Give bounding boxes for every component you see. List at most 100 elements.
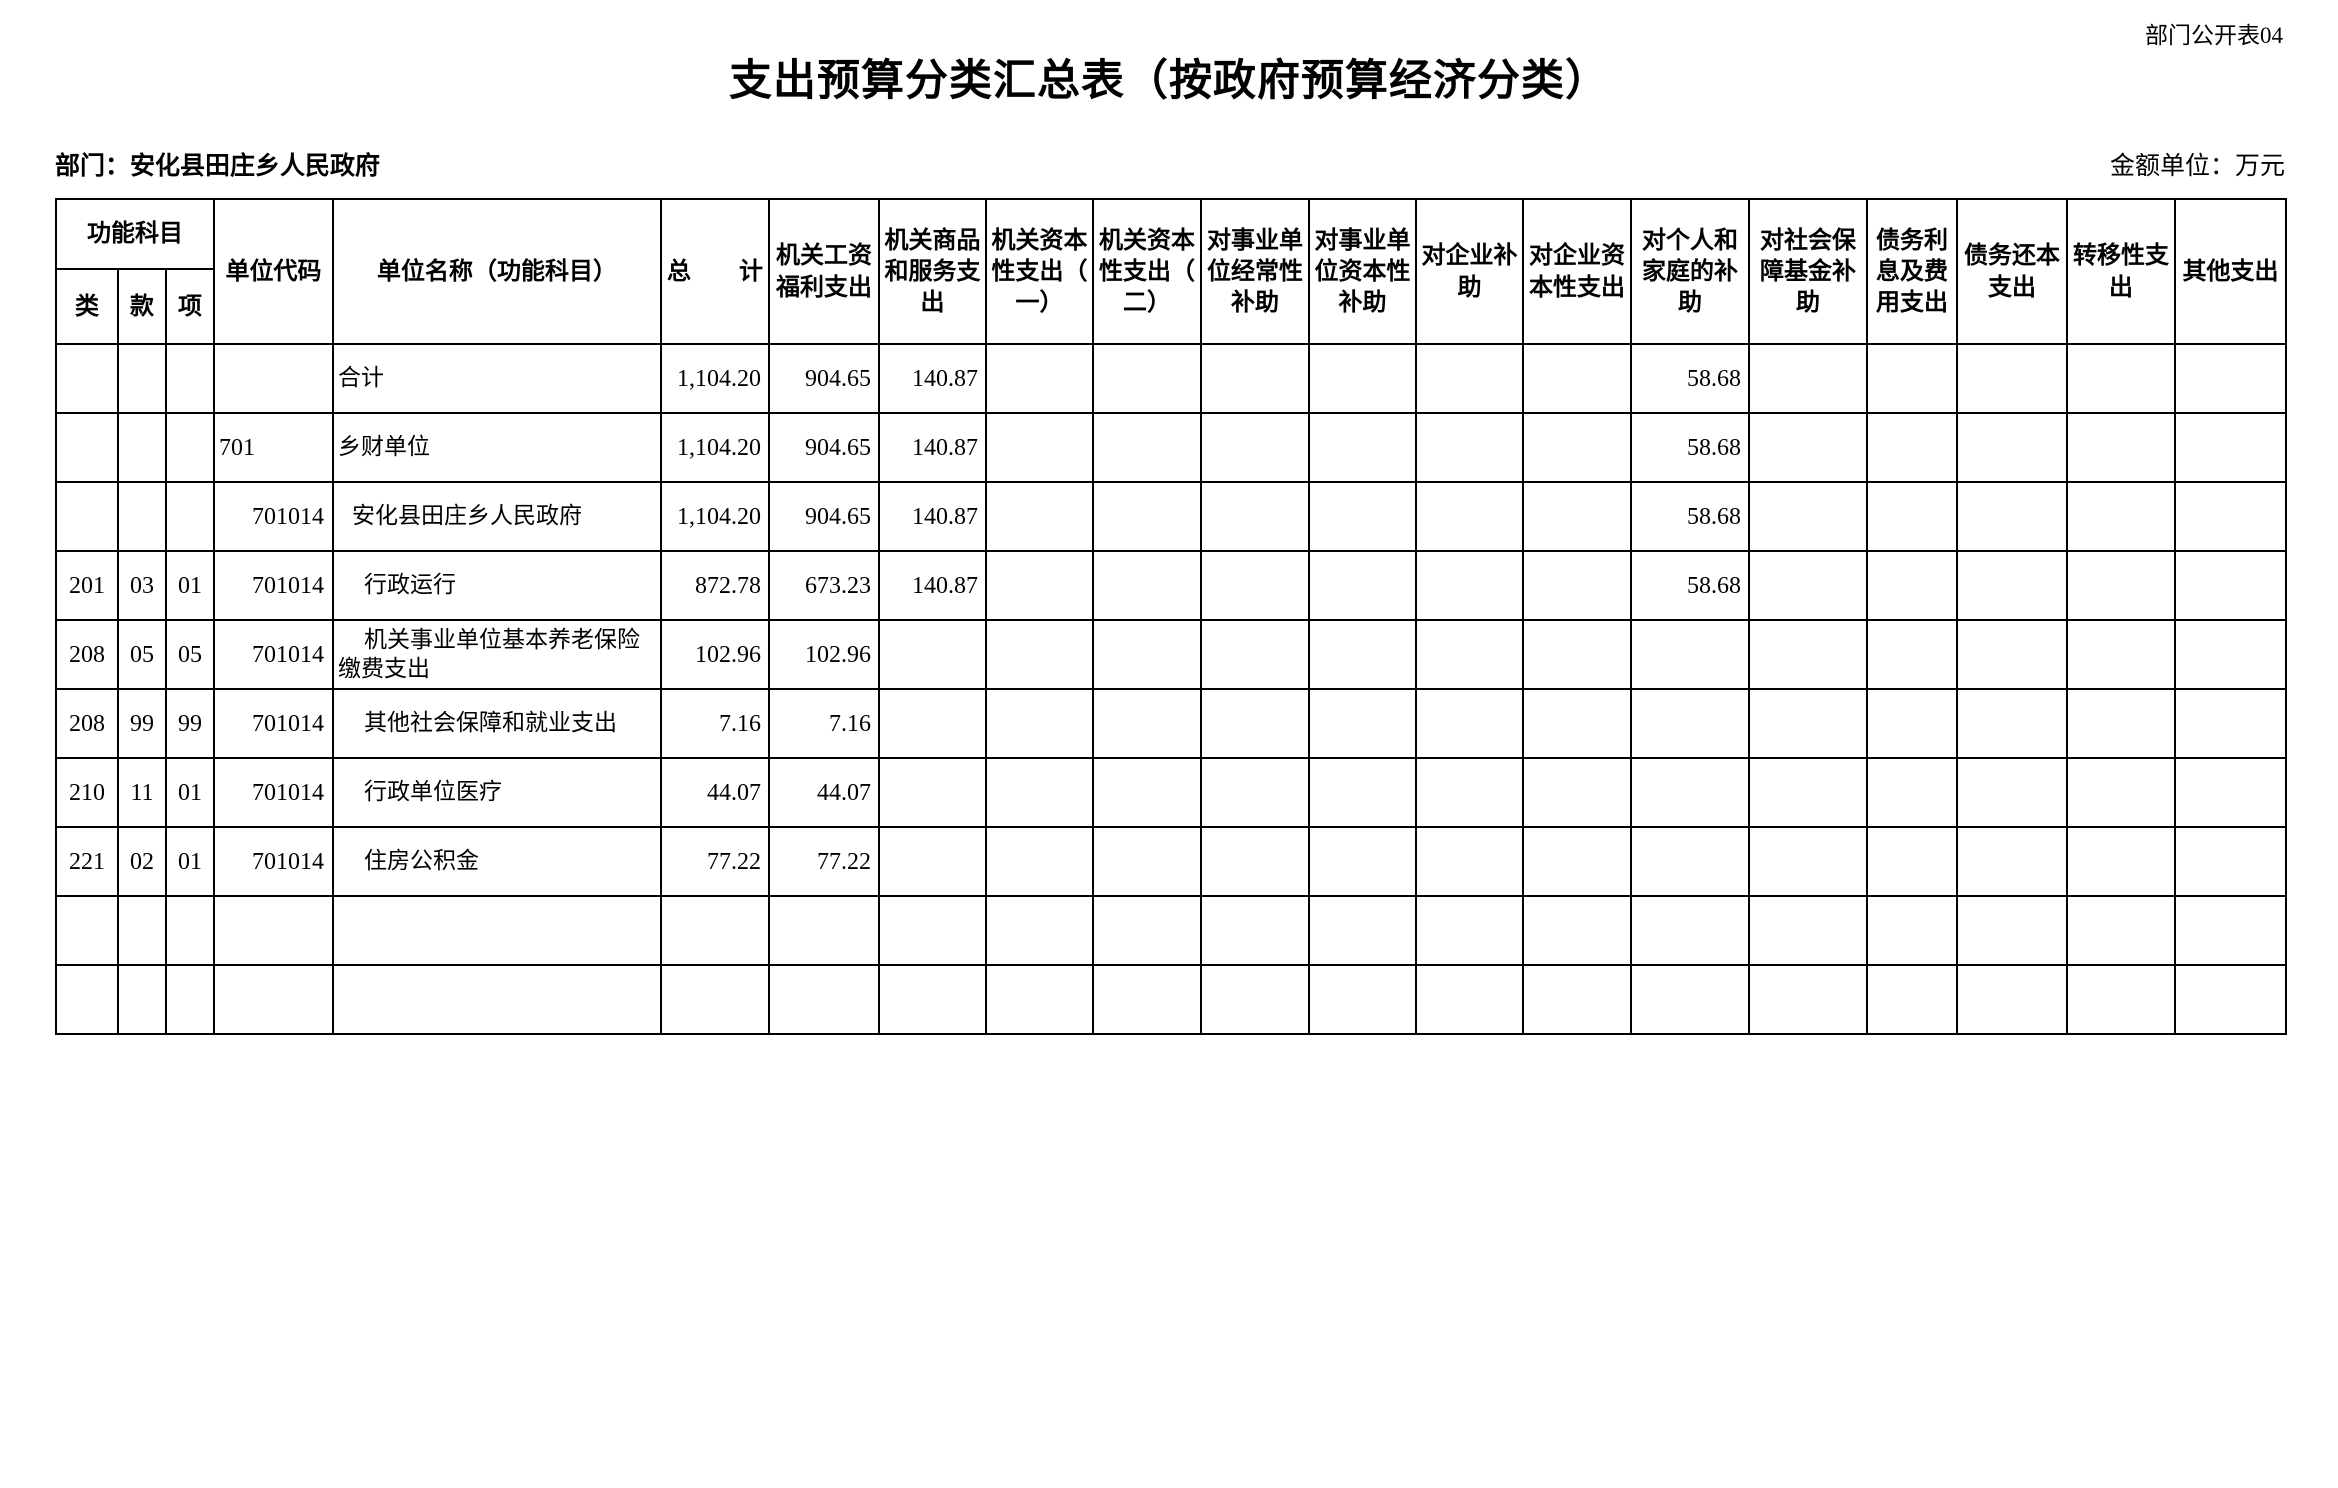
cell-func-xiang: 01 — [164, 757, 216, 828]
cell-value — [1956, 895, 2069, 966]
cell-value — [878, 757, 988, 828]
cell-value — [985, 550, 1095, 621]
cell-value — [1415, 412, 1525, 483]
cell-value — [1200, 550, 1311, 621]
cell-value — [2066, 895, 2177, 966]
cell-value — [2066, 826, 2177, 897]
cell-value — [2174, 688, 2288, 759]
cell-value — [985, 619, 1095, 690]
cell-value — [1200, 964, 1311, 1035]
cell-value: 58.68 — [1630, 550, 1751, 621]
cell-value — [878, 619, 988, 690]
cell-value — [2174, 826, 2288, 897]
cell-value: 44.07 — [660, 757, 771, 828]
table-body: 合计 1,104.20 904.65 140.87 58.68 701 乡财单位 1,104.… — [55, 343, 2288, 1035]
cell-value — [1748, 895, 1869, 966]
cell-func-kuan — [117, 412, 167, 483]
cell-unit-name: 行政运行 — [332, 550, 663, 621]
column-header-value-4: 机关资本性支出（二） — [1092, 198, 1203, 345]
department-label: 部门：安化县田庄乡人民政府 — [55, 152, 381, 180]
cell-func-lei — [55, 481, 119, 552]
cell-value: 102.96 — [660, 619, 771, 690]
cell-func-kuan: 05 — [117, 619, 167, 690]
cell-value — [1748, 964, 1869, 1035]
cell-func-kuan — [117, 481, 167, 552]
cell-value: 58.68 — [1630, 481, 1751, 552]
cell-value — [1630, 964, 1751, 1035]
cell-func-lei: 201 — [55, 550, 119, 621]
cell-value — [1630, 688, 1751, 759]
cell-value: 673.23 — [768, 550, 881, 621]
cell-value — [2066, 481, 2177, 552]
cell-value — [1630, 619, 1751, 690]
cell-value: 77.22 — [768, 826, 881, 897]
cell-value: 44.07 — [768, 757, 881, 828]
cell-value — [1415, 688, 1525, 759]
cell-value — [1522, 826, 1633, 897]
cell-value: 140.87 — [878, 343, 988, 414]
cell-value: 140.87 — [878, 481, 988, 552]
cell-value: 904.65 — [768, 481, 881, 552]
cell-value — [1748, 343, 1869, 414]
cell-value — [1092, 826, 1203, 897]
cell-unit-name: 机关事业单位基本养老保险缴费支出 — [332, 619, 663, 690]
cell-unit-code: 701014 — [213, 550, 335, 621]
cell-unit-code: 701 — [213, 412, 335, 483]
cell-func-lei — [55, 964, 119, 1035]
cell-value — [768, 964, 881, 1035]
cell-unit-code — [213, 964, 335, 1035]
cell-value — [1522, 619, 1633, 690]
cell-value — [1866, 964, 1959, 1035]
cell-func-lei: 208 — [55, 619, 119, 690]
table-row — [55, 895, 2288, 966]
column-header-xiang: 项 — [164, 268, 216, 345]
cell-value — [1630, 895, 1751, 966]
cell-value: 58.68 — [1630, 412, 1751, 483]
cell-value — [1415, 895, 1525, 966]
column-header-value-2: 机关商品和服务支出 — [878, 198, 988, 345]
cell-value — [1200, 481, 1311, 552]
cell-value — [1522, 895, 1633, 966]
cell-value — [1866, 757, 1959, 828]
cell-value — [878, 895, 988, 966]
cell-func-xiang: 05 — [164, 619, 216, 690]
cell-value — [1748, 481, 1869, 552]
budget-table: 功能科目 单位代码 单位名称（功能科目） 总 计机关工资福利支出 机关商品和服务支… — [54, 198, 2288, 1035]
cell-value — [660, 895, 771, 966]
cell-value — [1956, 964, 2069, 1035]
column-header-unit-name: 单位名称（功能科目） — [332, 198, 663, 345]
cell-value — [1415, 343, 1525, 414]
cell-value — [1092, 550, 1203, 621]
cell-value — [2174, 343, 2288, 414]
cell-value — [2066, 343, 2177, 414]
cell-value — [1866, 619, 1959, 690]
cell-value — [1522, 964, 1633, 1035]
cell-value — [1956, 412, 2069, 483]
table-header: 功能科目 单位代码 单位名称（功能科目） 总 计机关工资福利支出 机关商品和服务支… — [54, 198, 2288, 345]
cell-value — [1866, 481, 1959, 552]
cell-value — [1092, 412, 1203, 483]
column-header-value-11: 债务利息及费用支出 — [1866, 198, 1959, 345]
table-row — [55, 964, 2288, 1035]
cell-value — [1092, 895, 1203, 966]
cell-value: 904.65 — [768, 343, 881, 414]
cell-value — [1415, 481, 1525, 552]
cell-value: 58.68 — [1630, 343, 1751, 414]
cell-unit-code: 701014 — [213, 619, 335, 690]
cell-value — [1308, 757, 1418, 828]
table-row: 221 02 01 701014 住房公积金 77.22 77.22 — [55, 826, 2288, 897]
cell-value: 7.16 — [768, 688, 881, 759]
cell-func-xiang — [164, 964, 216, 1035]
cell-value — [985, 757, 1095, 828]
cell-unit-name: 乡财单位 — [332, 412, 663, 483]
cell-unit-code: 701014 — [213, 757, 335, 828]
cell-func-xiang — [164, 412, 216, 483]
table-row: 208 05 05 701014 机关事业单位基本养老保险缴费支出 102.96 102.9… — [55, 619, 2288, 690]
cell-value: 904.65 — [768, 412, 881, 483]
cell-unit-name — [332, 895, 663, 966]
cell-value — [2174, 964, 2288, 1035]
column-header-value-0: 总 计 — [660, 198, 771, 345]
cell-unit-code: 701014 — [213, 688, 335, 759]
table-row: 208 99 99 701014 其他社会保障和就业支出 7.16 7.16 — [55, 688, 2288, 759]
cell-func-xiang — [164, 343, 216, 414]
